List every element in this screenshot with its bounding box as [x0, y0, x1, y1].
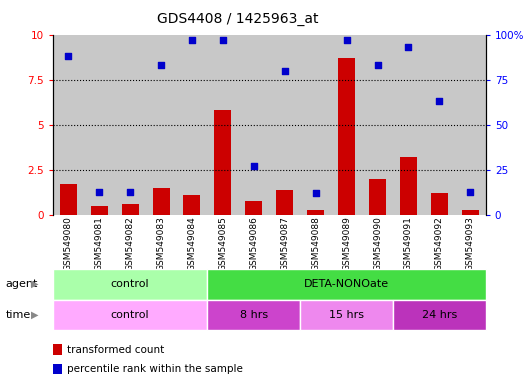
Bar — [400, 157, 417, 215]
Point — [466, 189, 475, 195]
Point — [157, 62, 165, 68]
Bar — [424, 35, 455, 215]
Text: control: control — [111, 310, 149, 320]
Bar — [121, 204, 139, 215]
Bar — [53, 269, 208, 300]
Bar — [300, 35, 331, 215]
Text: 15 hrs: 15 hrs — [329, 310, 364, 320]
Bar — [115, 35, 146, 215]
Bar — [146, 35, 176, 215]
Text: transformed count: transformed count — [67, 345, 164, 355]
Bar — [369, 179, 386, 215]
Bar — [393, 300, 486, 330]
Text: agent: agent — [5, 279, 37, 289]
Bar — [300, 300, 393, 330]
Bar — [331, 35, 362, 215]
Bar — [60, 184, 77, 215]
Text: 24 hrs: 24 hrs — [422, 310, 457, 320]
Bar — [238, 35, 269, 215]
Point — [373, 62, 382, 68]
Point — [435, 98, 444, 104]
Bar — [176, 35, 208, 215]
Point — [64, 53, 72, 59]
Bar — [53, 344, 62, 355]
Point — [280, 68, 289, 74]
Bar — [208, 269, 486, 300]
Text: GDS4408 / 1425963_at: GDS4408 / 1425963_at — [157, 12, 318, 25]
Bar — [53, 35, 84, 215]
Bar — [246, 200, 262, 215]
Point — [95, 189, 103, 195]
Point — [312, 190, 320, 197]
Bar — [455, 35, 486, 215]
Bar — [208, 35, 238, 215]
Text: control: control — [111, 279, 149, 289]
Bar — [362, 35, 393, 215]
Point — [219, 37, 227, 43]
Text: percentile rank within the sample: percentile rank within the sample — [67, 364, 243, 374]
Point — [404, 44, 413, 50]
Text: time: time — [5, 310, 31, 320]
Bar — [53, 300, 208, 330]
Bar — [91, 206, 108, 215]
Point — [250, 163, 258, 169]
Text: 8 hrs: 8 hrs — [240, 310, 268, 320]
Bar — [153, 188, 169, 215]
Bar — [214, 110, 231, 215]
Bar — [84, 35, 115, 215]
Text: DETA-NONOate: DETA-NONOate — [304, 279, 389, 289]
Bar — [269, 35, 300, 215]
Bar — [183, 195, 201, 215]
Point — [188, 37, 196, 43]
Bar — [431, 194, 448, 215]
Point — [126, 189, 134, 195]
Bar — [307, 210, 324, 215]
Text: ▶: ▶ — [31, 279, 38, 289]
Bar — [462, 210, 479, 215]
Bar — [53, 364, 62, 374]
Bar — [276, 190, 293, 215]
Bar — [208, 300, 300, 330]
Point — [342, 37, 351, 43]
Text: ▶: ▶ — [31, 310, 38, 320]
Bar — [393, 35, 424, 215]
Bar — [338, 58, 355, 215]
